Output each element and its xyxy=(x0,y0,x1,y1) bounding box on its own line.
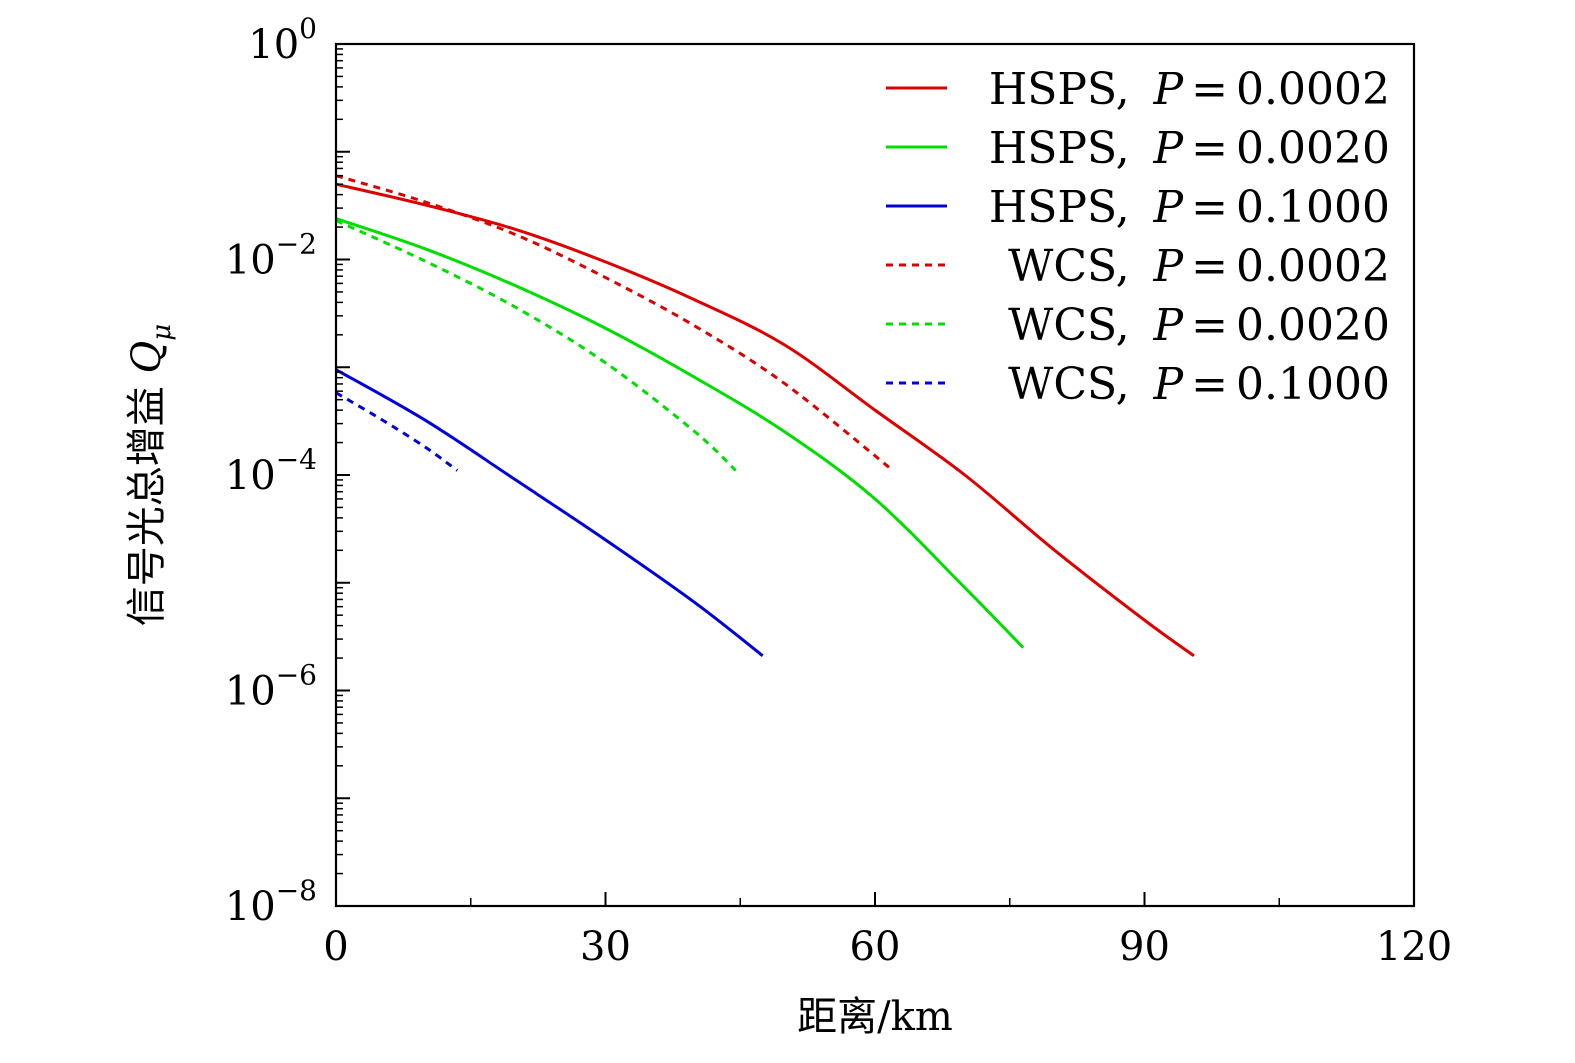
legend-equals: = xyxy=(1191,359,1228,410)
legend-series-name: WCS, xyxy=(1008,359,1143,410)
y-axis-label-symbol: Q xyxy=(124,341,170,374)
y-tick-exponent: −6 xyxy=(276,659,317,692)
legend-series-name: WCS, xyxy=(1008,241,1143,292)
y-tick-label: 10−8 xyxy=(225,874,317,930)
legend-label-6: WCS, P = 0.1000 xyxy=(1008,359,1390,410)
series-line-2 xyxy=(335,217,1025,649)
y-tick-base: 10 xyxy=(248,22,299,68)
y-axis-label-main: 信号光总增益 xyxy=(124,373,170,626)
legend-label-3: HSPS, P = 0.1000 xyxy=(989,182,1390,233)
legend-value: 0.1000 xyxy=(1236,182,1390,233)
series-lines xyxy=(335,174,1195,657)
y-tick-label: 10−4 xyxy=(225,443,317,499)
x-tick-label: 60 xyxy=(850,924,901,970)
y-tick-exponent: −4 xyxy=(276,443,317,476)
legend-symbol: P xyxy=(1153,182,1185,233)
legend-value: 0.0002 xyxy=(1236,64,1390,115)
legend-symbol: P xyxy=(1153,123,1185,174)
series-line-1 xyxy=(335,182,1195,657)
legend-equals: = xyxy=(1191,64,1228,115)
legend-equals: = xyxy=(1191,182,1228,233)
y-tick-base: 10 xyxy=(225,669,276,715)
legend-series-name: HSPS, xyxy=(989,182,1144,233)
x-tick-label: 90 xyxy=(1119,924,1170,970)
legend-value: 0.0020 xyxy=(1236,300,1390,351)
x-axis-label: 距离/km xyxy=(797,994,953,1040)
y-axis-label: 信号光总增益 Qμ xyxy=(124,324,177,626)
legend-series-name: WCS, xyxy=(1008,300,1143,351)
legend-symbol: P xyxy=(1153,64,1185,115)
y-tick-exponent: −8 xyxy=(276,874,317,907)
series-line-4 xyxy=(335,174,894,472)
legend-value: 0.1000 xyxy=(1236,359,1390,410)
series-line-6 xyxy=(335,391,459,472)
legend-symbol: P xyxy=(1153,241,1185,292)
series-line-3 xyxy=(335,368,764,657)
y-tick-exponent: 0 xyxy=(299,12,317,45)
x-tick-label: 30 xyxy=(580,924,631,970)
legend-value: 0.0020 xyxy=(1236,123,1390,174)
legend-equals: = xyxy=(1191,241,1228,292)
y-tick-label: 100 xyxy=(248,12,317,68)
series-line-5 xyxy=(335,219,737,472)
y-tick-label: 10−6 xyxy=(225,659,317,715)
y-tick-exponent: −2 xyxy=(276,228,317,261)
x-tick-label: 0 xyxy=(323,924,348,970)
legend-equals: = xyxy=(1191,123,1228,174)
legend-label-5: WCS, P = 0.0020 xyxy=(1008,300,1390,351)
legend-value: 0.0002 xyxy=(1236,241,1390,292)
legend-symbol: P xyxy=(1153,359,1185,410)
x-axis: 0 30 60 90 120 xyxy=(323,892,1452,970)
legend-label-4: WCS, P = 0.0002 xyxy=(1008,241,1390,292)
y-tick-label: 10−2 xyxy=(225,228,317,284)
y-tick-base: 10 xyxy=(225,238,276,284)
x-tick-label: 120 xyxy=(1376,924,1452,970)
y-tick-base: 10 xyxy=(225,453,276,499)
legend-label-1: HSPS, P = 0.0002 xyxy=(989,64,1390,115)
legend-equals: = xyxy=(1191,300,1228,351)
y-tick-base: 10 xyxy=(225,884,276,930)
legend-symbol: P xyxy=(1153,300,1185,351)
legend-label-2: HSPS, P = 0.0020 xyxy=(989,123,1390,174)
legend-series-name: HSPS, xyxy=(989,123,1144,174)
legend-series-name: HSPS, xyxy=(989,64,1144,115)
y-axis-label-subscript: μ xyxy=(147,324,177,341)
